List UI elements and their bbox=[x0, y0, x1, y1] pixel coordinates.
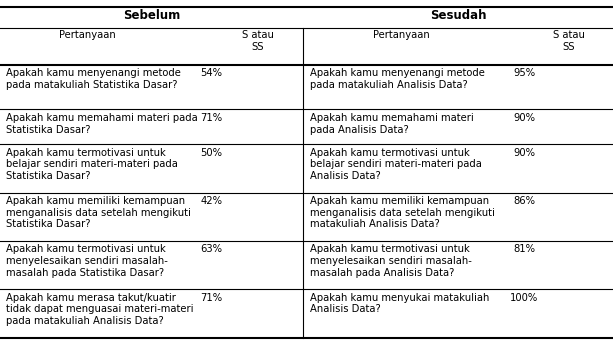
Text: 54%: 54% bbox=[200, 69, 223, 78]
Text: Pertanyaan: Pertanyaan bbox=[373, 30, 430, 40]
Text: 81%: 81% bbox=[513, 244, 535, 254]
Text: Apakah kamu termotivasi untuk
belajar sendiri materi-materi pada
Statistika Dasa: Apakah kamu termotivasi untuk belajar se… bbox=[6, 148, 178, 181]
Text: Apakah kamu termotivasi untuk
belajar sendiri materi-materi pada
Analisis Data?: Apakah kamu termotivasi untuk belajar se… bbox=[310, 148, 481, 181]
Text: 86%: 86% bbox=[513, 196, 535, 206]
Text: Apakah kamu termotivasi untuk
menyelesaikan sendiri masalah-
masalah pada Analis: Apakah kamu termotivasi untuk menyelesai… bbox=[310, 244, 471, 278]
Text: Sesudah: Sesudah bbox=[430, 9, 487, 22]
Text: Apakah kamu memiliki kemampuan
menganalisis data setelah mengikuti
matakuliah An: Apakah kamu memiliki kemampuan menganali… bbox=[310, 196, 495, 229]
Text: 50%: 50% bbox=[200, 148, 223, 158]
Text: 95%: 95% bbox=[513, 69, 535, 78]
Text: 90%: 90% bbox=[513, 148, 535, 158]
Text: Apakah kamu memahami materi
pada Analisis Data?: Apakah kamu memahami materi pada Analisi… bbox=[310, 113, 473, 135]
Text: 63%: 63% bbox=[200, 244, 223, 254]
Text: Apakah kamu merasa takut/kuatir
tidak dapat menguasai materi-materi
pada matakul: Apakah kamu merasa takut/kuatir tidak da… bbox=[6, 293, 194, 326]
Text: S atau
SS: S atau SS bbox=[242, 30, 273, 52]
Text: Sebelum: Sebelum bbox=[123, 9, 180, 22]
Text: S atau
SS: S atau SS bbox=[553, 30, 584, 52]
Text: Apakah kamu memahami materi pada
Statistika Dasar?: Apakah kamu memahami materi pada Statist… bbox=[6, 113, 198, 135]
Text: 71%: 71% bbox=[200, 113, 223, 123]
Text: 100%: 100% bbox=[510, 293, 538, 303]
Text: Apakah kamu menyenangi metode
pada matakuliah Statistika Dasar?: Apakah kamu menyenangi metode pada matak… bbox=[6, 69, 181, 90]
Text: 71%: 71% bbox=[200, 293, 223, 303]
Text: 90%: 90% bbox=[513, 113, 535, 123]
Text: 42%: 42% bbox=[200, 196, 223, 206]
Text: Apakah kamu termotivasi untuk
menyelesaikan sendiri masalah-
masalah pada Statis: Apakah kamu termotivasi untuk menyelesai… bbox=[6, 244, 168, 278]
Text: Apakah kamu menyenangi metode
pada matakuliah Analisis Data?: Apakah kamu menyenangi metode pada matak… bbox=[310, 69, 484, 90]
Text: Apakah kamu memiliki kemampuan
menganalisis data setelah mengikuti
Statistika Da: Apakah kamu memiliki kemampuan menganali… bbox=[6, 196, 191, 229]
Text: Apakah kamu menyukai matakuliah
Analisis Data?: Apakah kamu menyukai matakuliah Analisis… bbox=[310, 293, 489, 314]
Text: Pertanyaan: Pertanyaan bbox=[59, 30, 116, 40]
